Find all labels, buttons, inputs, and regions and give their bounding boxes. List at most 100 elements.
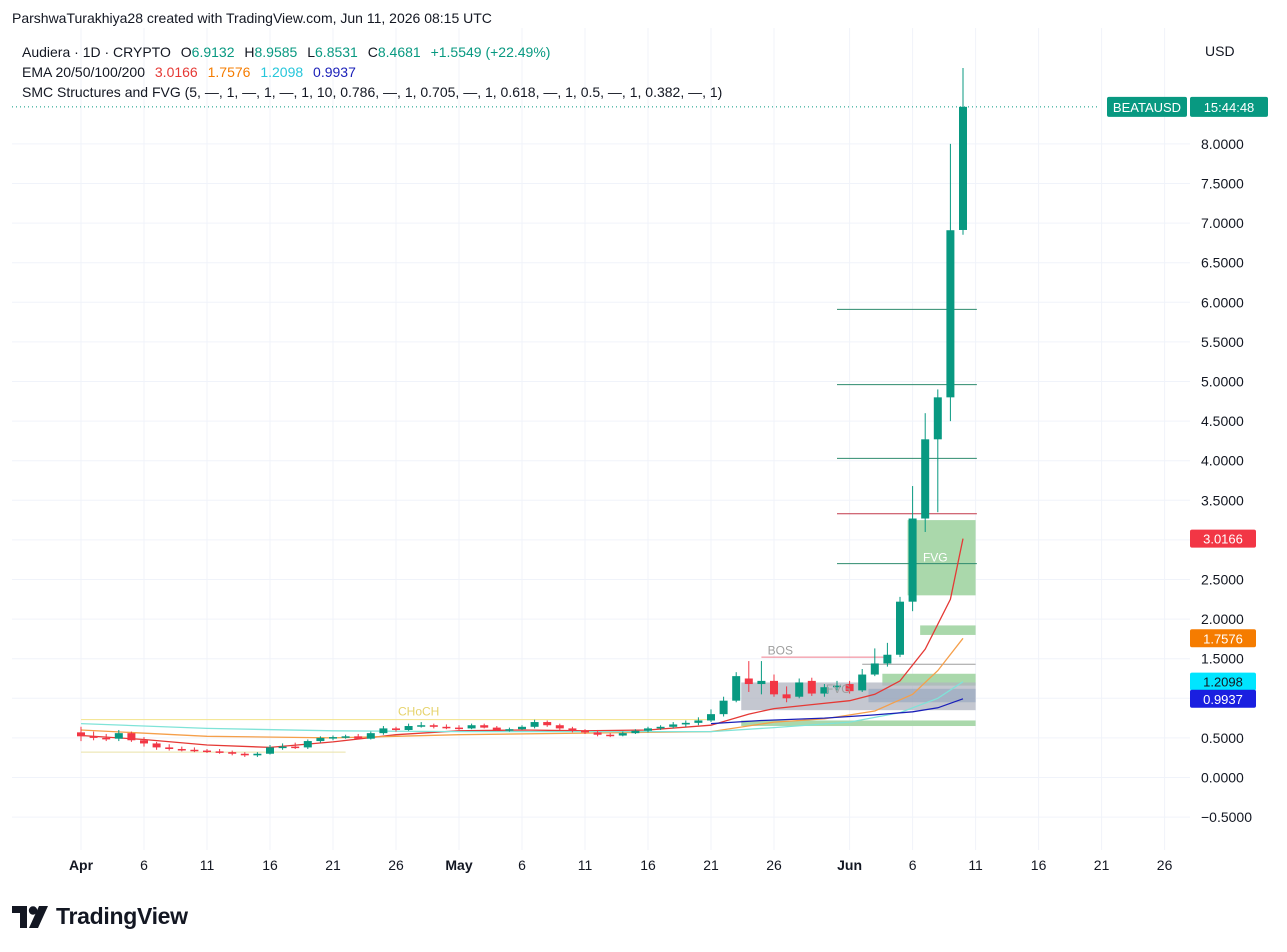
open-label: O [180,44,192,60]
candle [429,723,438,729]
ema-line [80,637,964,739]
y-tick-label: 7.5000 [1201,176,1244,192]
legend-ohlc-row[interactable]: Audiera · 1D · CRYPTO O6.9132 H8.9585 L6… [22,42,722,62]
candle [618,731,627,737]
x-tick-label: 26 [1157,857,1173,873]
candle [606,733,615,738]
candle-body [366,733,375,739]
candle-body [833,685,841,688]
x-tick-label: 26 [388,857,404,873]
candle-body [354,736,363,739]
candle [140,737,148,747]
candle-body [883,654,892,664]
candle [770,674,778,697]
annotation-label: FVG [826,682,851,696]
candle [404,723,413,731]
change-value: +1.5549 (+22.49%) [430,44,551,60]
candle [152,741,161,750]
candle-body [341,736,350,738]
candle [707,709,715,723]
candle-body [618,733,627,736]
candle-body [581,730,589,733]
candle [518,725,526,730]
currency-label[interactable]: USD [1205,43,1235,59]
candle [581,729,589,734]
candle-body [921,439,930,519]
ema-line [80,538,964,749]
candle-body [291,746,300,749]
candle-body [795,682,804,697]
y-axis[interactable]: 8.0000 7.5000 7.0000 6.5000 6.0000 5.5000 5.00… [1201,136,1252,825]
annotation-label: CHoCH [398,705,439,719]
candle [694,717,703,726]
candle-body [480,725,489,728]
candle-body [379,728,388,734]
candle [555,723,564,730]
legend-ema-row[interactable]: EMA 20/50/100/200 3.0166 1.7576 1.2098 0… [22,62,722,82]
fvg-zone-large [907,520,976,596]
y-tick-label: −0.5000 [1201,809,1252,825]
candle [795,678,804,699]
candle-body [177,748,186,751]
candle-body [656,726,665,729]
candle-body [593,732,602,735]
x-tick-label: Apr [69,857,94,873]
candle-body [77,732,85,737]
annotation-label: FVG [923,550,948,564]
y-tick-label: 0.0000 [1201,770,1244,786]
candle-body [240,753,249,756]
candle [203,748,211,753]
candle [291,742,300,749]
candle-body [908,518,917,602]
tradingview-logo-text: TradingView [56,903,188,929]
candle-body [820,687,829,694]
candle-body [631,730,640,734]
candle [77,726,85,742]
x-tick-label: 21 [703,857,719,873]
candle-body [845,684,854,692]
candle-body [732,676,741,701]
price-tag [1190,672,1256,691]
y-tick-label: 5.0000 [1201,374,1244,390]
candle-body [102,737,111,740]
candle [316,736,325,743]
candle-body [933,397,942,440]
candle-body [127,733,136,741]
x-tick-label: 26 [766,857,782,873]
candle [833,680,841,691]
candle [442,724,451,730]
candle [719,696,728,717]
candle [467,723,476,730]
y-tick-label: 4.0000 [1201,453,1244,469]
ema-line [80,681,964,733]
candle-body [429,725,438,727]
high-label: H [244,44,255,60]
x-tick-label: 21 [325,857,341,873]
x-axis[interactable]: Apr 6 11 16 21 26 May 6 11 16 21 26 Jun 6 11 16 21 26 [69,857,1173,873]
y-tick-label: 5.5000 [1201,334,1244,350]
x-tick-label: 11 [578,857,593,873]
candle-body [203,750,211,753]
candle [480,723,489,729]
price-tag-label: 1.2098 [1203,675,1243,690]
low-label: L [307,44,316,60]
low-value: 6.8531 [315,44,358,60]
price-tags: BEATAUSD 15:44:48 3.0166 1.7576 1.2098 0.9937 [1107,96,1268,708]
legend-smc-row[interactable]: SMC Structures and FVG (5, —, 1, —, 1, —… [22,82,722,102]
candle-body [505,729,514,731]
candle [908,486,917,612]
candle [656,725,665,730]
x-tick-label: Jun [837,857,862,873]
candle [417,722,426,728]
candle [933,389,942,513]
candle-body [467,725,476,729]
x-tick-label: 11 [968,857,983,873]
tradingview-logo[interactable]: TradingView [12,903,188,930]
candle-body [152,743,161,748]
candle [228,750,237,756]
candle [329,735,337,741]
ema100-value: 1.2098 [260,64,304,80]
candle [127,731,136,742]
y-tick-label: 4.5000 [1201,413,1244,429]
